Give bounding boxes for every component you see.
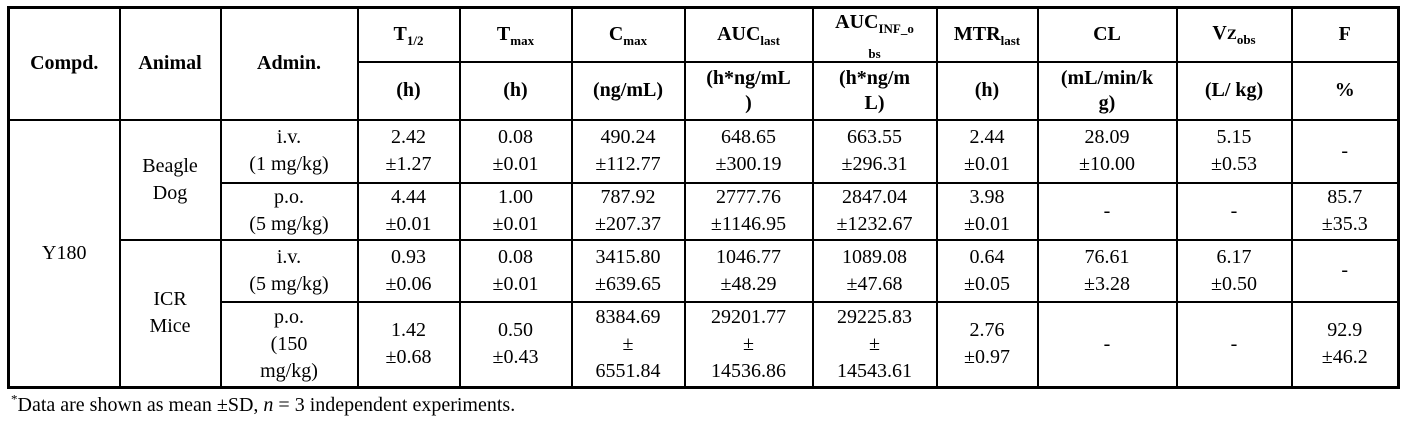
col-unit-t12: (h) [356, 60, 461, 121]
col-header-vzobs: VZobs [1175, 6, 1293, 63]
value-cell: - [1175, 181, 1293, 241]
col-header-admin: Admin. [219, 6, 359, 121]
admin-route-cell: i.v. (5 mg/kg) [219, 238, 359, 303]
value-cell: 28.09 ±10.00 [1036, 118, 1178, 184]
value-cell: 0.08 ±0.01 [458, 118, 573, 184]
col-unit-cmax: (ng/mL) [570, 60, 686, 121]
col-header-cmax: Cmax [570, 6, 686, 63]
admin-route-cell: p.o. (5 mg/kg) [219, 181, 359, 241]
value-cell: 1.42 ±0.68 [356, 300, 461, 389]
col-header-tmax: Tmax [458, 6, 573, 63]
value-cell: 3415.80 ±639.65 [570, 238, 686, 303]
col-unit-auclast: (h*ng/mL ) [683, 60, 814, 121]
footnote-text-end: = 3 independent experiments. [273, 394, 516, 416]
value-cell: 92.9 ±46.2 [1290, 300, 1400, 389]
table-row: p.o. (5 mg/kg) 4.44 ±0.01 1.00 ±0.01 787… [9, 181, 1400, 241]
value-cell: 1046.77 ±48.29 [683, 238, 814, 303]
table-row: p.o. (150 mg/kg) 1.42 ±0.68 0.50 ±0.43 8… [9, 300, 1400, 389]
col-unit-aucinfobs: (h*ng/m L) [811, 60, 938, 121]
value-cell: 29225.83 ± 14543.61 [811, 300, 938, 389]
footnote-asterisk: * [11, 391, 18, 407]
col-header-animal: Animal [118, 6, 222, 121]
page: Compd. Animal Admin. T1/2 Tmax Cmax AUCl… [7, 6, 1410, 417]
col-header-auclast: AUClast [683, 6, 814, 63]
value-cell: 1089.08 ±47.68 [811, 238, 938, 303]
value-cell: 4.44 ±0.01 [356, 181, 461, 241]
value-cell: 2777.76 ±1146.95 [683, 181, 814, 241]
value-cell: - [1036, 181, 1178, 241]
admin-route-cell: i.v. (1 mg/kg) [219, 118, 359, 184]
value-cell: - [1175, 300, 1293, 389]
value-cell: 0.08 ±0.01 [458, 238, 573, 303]
compound-cell: Y180 [7, 118, 121, 389]
value-cell: 29201.77 ± 14536.86 [683, 300, 814, 389]
col-header-cl: CL [1036, 6, 1178, 63]
value-cell: 76.61 ±3.28 [1036, 238, 1178, 303]
col-header-mtrlast: MTRlast [935, 6, 1039, 63]
col-header-aucinfobs: AUCINF_o bs [811, 6, 938, 63]
value-cell: 490.24 ±112.77 [570, 118, 686, 184]
value-cell: - [1290, 238, 1400, 303]
value-cell: 648.65 ±300.19 [683, 118, 814, 184]
value-cell: 85.7 ±35.3 [1290, 181, 1400, 241]
value-cell: 3.98 ±0.01 [935, 181, 1039, 241]
value-cell: 8384.69 ± 6551.84 [570, 300, 686, 389]
value-cell: 2.44 ±0.01 [935, 118, 1039, 184]
value-cell: 663.55 ±296.31 [811, 118, 938, 184]
col-unit-mtrlast: (h) [935, 60, 1039, 121]
value-cell: - [1290, 118, 1400, 184]
pk-parameters-table: Compd. Animal Admin. T1/2 Tmax Cmax AUCl… [7, 6, 1400, 389]
admin-route-cell: p.o. (150 mg/kg) [219, 300, 359, 389]
footnote-n-italic: n [263, 394, 274, 416]
value-cell: 0.64 ±0.05 [935, 238, 1039, 303]
col-header-t12: T1/2 [356, 6, 461, 63]
value-cell: - [1036, 300, 1178, 389]
animal-group-cell: ICR Mice [118, 238, 222, 389]
footnote-text: Data are shown as mean ±SD, [17, 394, 264, 416]
col-unit-tmax: (h) [458, 60, 573, 121]
col-header-compd: Compd. [7, 6, 121, 121]
animal-group-cell: Beagle Dog [118, 118, 222, 241]
col-header-f: F [1290, 6, 1400, 63]
col-unit-f: % [1290, 60, 1400, 121]
value-cell: 787.92 ±207.37 [570, 181, 686, 241]
value-cell: 0.50 ±0.43 [458, 300, 573, 389]
value-cell: 2.76 ±0.97 [935, 300, 1039, 389]
value-cell: 2847.04 ±1232.67 [811, 181, 938, 241]
value-cell: 1.00 ±0.01 [458, 181, 573, 241]
value-cell: 0.93 ±0.06 [356, 238, 461, 303]
table-row: ICR Mice i.v. (5 mg/kg) 0.93 ±0.06 0.08 … [9, 238, 1400, 389]
col-unit-vzobs: (L/ kg) [1175, 60, 1293, 121]
table-row: Y180 Beagle Dog i.v. (1 mg/kg) 2.42 ±1.2… [7, 118, 1400, 389]
value-cell: 2.42 ±1.27 [356, 118, 461, 184]
value-cell: 6.17 ±0.50 [1175, 238, 1293, 303]
value-cell: 5.15 ±0.53 [1175, 118, 1293, 184]
col-unit-cl: (mL/min/k g) [1036, 60, 1178, 121]
table-footnote: *Data are shown as mean ±SD, n = 3 indep… [11, 391, 1410, 417]
